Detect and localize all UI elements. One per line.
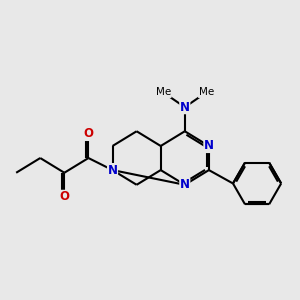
Text: N: N bbox=[180, 101, 190, 114]
Text: O: O bbox=[83, 128, 93, 140]
Text: N: N bbox=[107, 164, 118, 177]
Text: Me: Me bbox=[199, 87, 214, 98]
Text: N: N bbox=[180, 178, 190, 191]
Text: Me: Me bbox=[156, 87, 171, 98]
Text: N: N bbox=[204, 140, 214, 152]
Text: O: O bbox=[59, 190, 69, 203]
